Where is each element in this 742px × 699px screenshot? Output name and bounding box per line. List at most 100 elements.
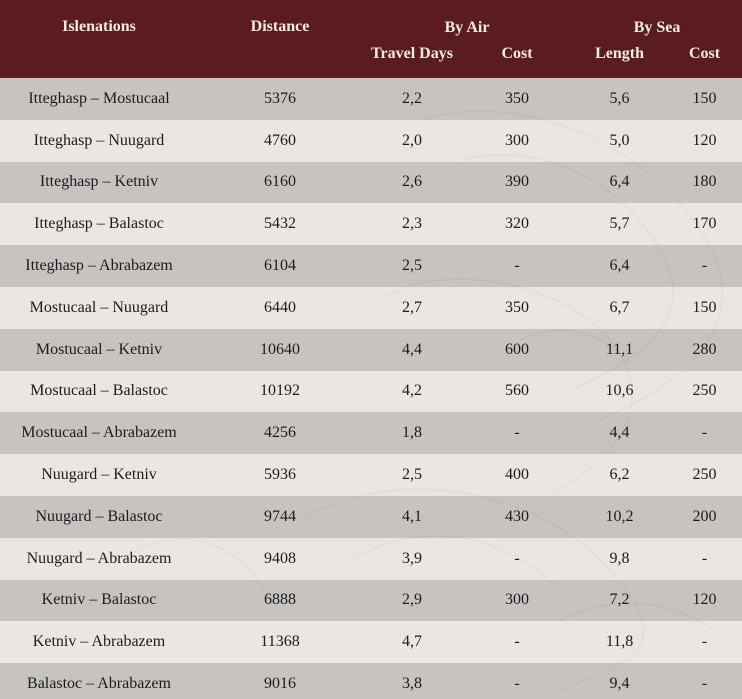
distance-cell: 6888 — [198, 579, 362, 622]
table-row: Balastoc – Abrabazem 9016 3,8 - 9,4 - — [0, 663, 742, 699]
air-cost-cell: 400 — [462, 454, 573, 496]
travel-days-cell: 3,9 — [362, 537, 462, 580]
table-row: Itteghasp – Abrabazem 6104 2,5 - 6,4 - — [0, 245, 742, 287]
sea-cost-cell: 180 — [667, 161, 742, 204]
table-row: Mostucaal – Ketniv 10640 4,4 600 11,1 28… — [0, 328, 742, 371]
length-cell: 10,6 — [572, 370, 668, 413]
table-row: Nuugard – Abrabazem 9408 3,9 - 9,8 - — [0, 537, 742, 580]
length-cell: 5,6 — [572, 78, 668, 120]
distance-cell: 5376 — [198, 78, 362, 120]
length-cell: 5,0 — [572, 119, 668, 162]
header-air-cost: Cost — [462, 41, 573, 78]
route-cell: Ketniv – Abrabazem — [0, 621, 198, 664]
air-cost-cell: - — [462, 412, 573, 455]
sea-cost-cell: 280 — [667, 328, 742, 371]
length-cell: 9,8 — [572, 537, 668, 580]
table-row: Ketniv – Balastoc 6888 2,9 300 7,2 120 — [0, 579, 742, 622]
route-cell: Mostucaal – Abrabazem — [0, 412, 198, 455]
travel-days-cell: 2,6 — [362, 161, 462, 204]
route-cell: Itteghasp – Balastoc — [0, 203, 198, 246]
header-sea-cost: Cost — [667, 41, 742, 78]
sea-cost-cell: - — [667, 245, 742, 287]
air-cost-cell: 560 — [462, 370, 573, 413]
route-cell: Mostucaal – Balastoc — [0, 370, 198, 413]
route-cell: Itteghasp – Nuugard — [0, 119, 198, 162]
header-route: Islenations — [0, 0, 198, 78]
travel-days-cell: 4,1 — [362, 495, 462, 538]
table-row: Mostucaal – Nuugard 6440 2,7 350 6,7 150 — [0, 286, 742, 329]
travel-days-cell: 2,5 — [362, 454, 462, 496]
distance-cell: 10640 — [198, 328, 362, 371]
length-cell: 4,4 — [572, 412, 668, 455]
route-cell: Itteghasp – Ketniv — [0, 161, 198, 204]
distance-cell: 10192 — [198, 370, 362, 413]
table-row: Mostucaal – Abrabazem 4256 1,8 - 4,4 - — [0, 412, 742, 455]
route-cell: Ketniv – Balastoc — [0, 579, 198, 622]
length-cell: 6,4 — [572, 161, 668, 204]
length-cell: 10,2 — [572, 495, 668, 538]
distance-cell: 9016 — [198, 663, 362, 699]
travel-days-cell: 2,3 — [362, 203, 462, 246]
table-row: Itteghasp – Nuugard 4760 2,0 300 5,0 120 — [0, 119, 742, 162]
table-row: Ketniv – Abrabazem 11368 4,7 - 11,8 - — [0, 621, 742, 664]
distance-cell: 4256 — [198, 412, 362, 455]
travel-days-cell: 2,9 — [362, 579, 462, 622]
table-row: Nuugard – Ketniv 5936 2,5 400 6,2 250 — [0, 454, 742, 496]
sea-cost-cell: 150 — [667, 78, 742, 120]
sea-cost-cell: 200 — [667, 495, 742, 538]
air-cost-cell: 300 — [462, 579, 573, 622]
sea-cost-cell: - — [667, 621, 742, 664]
length-cell: 9,4 — [572, 663, 668, 699]
sea-cost-cell: 150 — [667, 286, 742, 329]
header-travel-days: Travel Days — [362, 41, 462, 78]
sea-cost-cell: 170 — [667, 203, 742, 246]
air-cost-cell: - — [462, 245, 573, 287]
table-row: Itteghasp – Ketniv 6160 2,6 390 6,4 180 — [0, 161, 742, 204]
table-row: Itteghasp – Mostucaal 5376 2,2 350 5,6 1… — [0, 78, 742, 120]
length-cell: 6,4 — [572, 245, 668, 287]
route-cell: Itteghasp – Abrabazem — [0, 245, 198, 287]
air-cost-cell: 320 — [462, 203, 573, 246]
sea-cost-cell: - — [667, 663, 742, 699]
distance-cell: 9408 — [198, 537, 362, 580]
travel-days-cell: 2,2 — [362, 78, 462, 120]
sea-cost-cell: - — [667, 537, 742, 580]
length-cell: 7,2 — [572, 579, 668, 622]
air-cost-cell: 350 — [462, 286, 573, 329]
header-by-air: By Air — [362, 0, 573, 41]
table-row: Nuugard – Balastoc 9744 4,1 430 10,2 200 — [0, 495, 742, 538]
air-cost-cell: 600 — [462, 328, 573, 371]
air-cost-cell: 390 — [462, 161, 573, 204]
distance-cell: 5432 — [198, 203, 362, 246]
travel-days-cell: 4,7 — [362, 621, 462, 664]
header-distance: Distance — [198, 0, 362, 78]
travel-days-cell: 4,2 — [362, 370, 462, 413]
table-row: Itteghasp – Balastoc 5432 2,3 320 5,7 17… — [0, 203, 742, 246]
air-cost-cell: 300 — [462, 119, 573, 162]
travel-days-cell: 2,7 — [362, 286, 462, 329]
travel-days-cell: 1,8 — [362, 412, 462, 455]
route-cell: Balastoc – Abrabazem — [0, 663, 198, 699]
air-cost-cell: - — [462, 537, 573, 580]
travel-days-cell: 4,4 — [362, 328, 462, 371]
route-cell: Nuugard – Ketniv — [0, 454, 198, 496]
distance-cell: 6160 — [198, 161, 362, 204]
distance-cell: 6104 — [198, 245, 362, 287]
sea-cost-cell: 120 — [667, 579, 742, 622]
header-by-sea: By Sea — [572, 0, 742, 41]
sea-cost-cell: 120 — [667, 119, 742, 162]
distance-cell: 4760 — [198, 119, 362, 162]
route-cell: Nuugard – Balastoc — [0, 495, 198, 538]
table-row: Mostucaal – Balastoc 10192 4,2 560 10,6 … — [0, 370, 742, 413]
air-cost-cell: - — [462, 621, 573, 664]
table-body: Itteghasp – Mostucaal 5376 2,2 350 5,6 1… — [0, 78, 742, 699]
route-cell: Nuugard – Abrabazem — [0, 537, 198, 580]
route-cell: Mostucaal – Nuugard — [0, 286, 198, 329]
sea-cost-cell: - — [667, 412, 742, 455]
length-cell: 6,7 — [572, 286, 668, 329]
distance-cell: 9744 — [198, 495, 362, 538]
travel-days-cell: 2,5 — [362, 245, 462, 287]
distance-cell: 6440 — [198, 286, 362, 329]
